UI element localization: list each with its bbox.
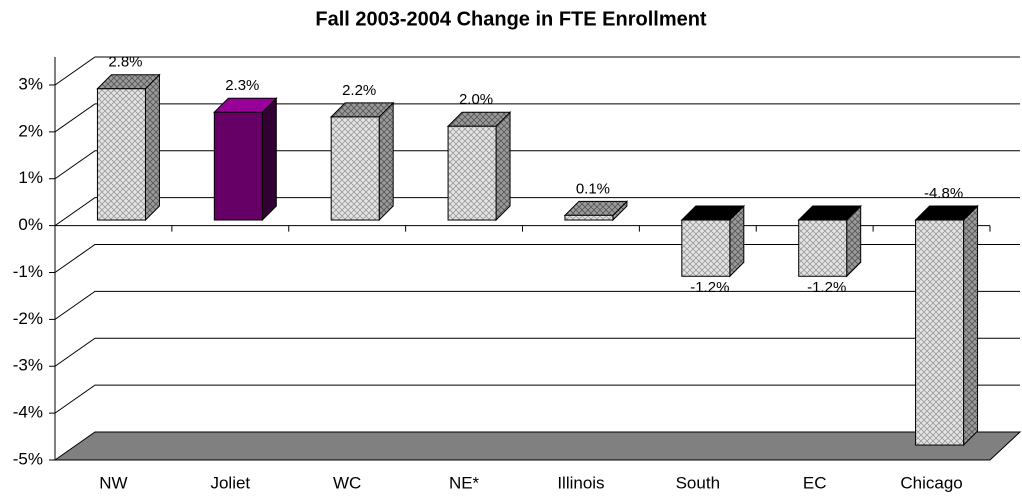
y-tick-label: -1% [13,262,43,281]
y-tick-label: 0% [18,215,43,234]
y-tick-label: -3% [13,356,43,375]
value-label: 0.1% [576,180,610,197]
x-tick-label: EC [803,473,827,492]
floor [53,431,1022,461]
y-tick-label: 2% [18,121,43,140]
y-tick-label: -5% [13,449,43,468]
bar [798,219,848,277]
grid-line [54,56,1020,86]
y-tick-label: 3% [18,74,43,93]
x-tick-label: Chicago [900,473,962,492]
value-label: 2.3% [225,77,259,94]
bar-side [261,97,277,222]
bar [681,219,731,277]
bar [447,125,497,221]
value-label: -1.2% [807,279,846,296]
bar [330,116,380,221]
grid-line [54,290,1020,320]
bar-side [963,204,979,447]
grid-line [54,384,1020,414]
bar [915,219,965,446]
value-label: -1.2% [690,279,729,296]
value-label: 2.8% [108,54,142,71]
bar [213,111,263,221]
bar-side [378,101,394,222]
bar [564,214,614,221]
x-tick-label: NW [99,473,127,492]
bar [96,88,146,221]
x-tick-label: NE* [449,473,480,492]
x-tick-label: WC [333,473,361,492]
y-tick-label: -4% [13,403,43,422]
bar-side [495,111,511,222]
grid-line [54,337,1020,367]
grid-line [54,197,1020,227]
grid-line [54,150,1020,180]
grid-line [54,103,1020,133]
grid-line [54,244,1020,273]
x-tick-label: South [676,473,720,492]
y-tick-label: 1% [18,168,43,187]
value-label: -4.8% [924,185,963,202]
x-tick-label: Illinois [557,473,604,492]
value-label: 2.2% [342,82,376,99]
y-tick-label: -2% [13,309,43,328]
x-tick-label: Joliet [210,473,250,492]
value-label: 2.0% [459,91,493,108]
chart-title: Fall 2003-2004 Change in FTE Enrollment [315,8,707,30]
bar-side [144,73,160,222]
